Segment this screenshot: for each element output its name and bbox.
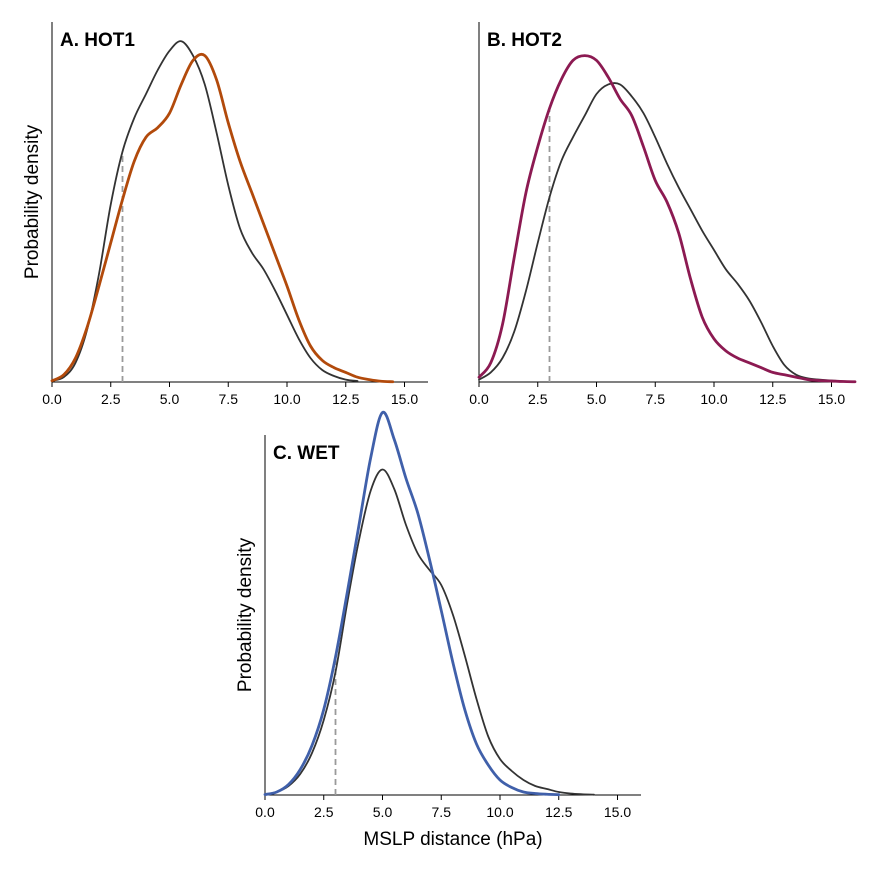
event-density-curve [50, 52, 395, 384]
x-tick-label: 5.0 [587, 391, 607, 407]
panel-hot2: 0.0 2.5 5.0 7.5 10.0 12.5 15.0 B. HOT2 [469, 22, 857, 407]
x-tick-label: 10.0 [486, 804, 513, 820]
x-tick-label: 15.0 [391, 391, 418, 407]
x-axis-title: MSLP distance (hPa) [363, 829, 542, 850]
x-tick-label: 15.0 [604, 804, 631, 820]
event-density-curve [477, 54, 857, 384]
x-tick-label: 0.0 [255, 804, 275, 820]
event-density-curve [263, 410, 561, 797]
x-tick-label: 2.5 [314, 804, 334, 820]
y-axis-title: Probability density [22, 124, 43, 279]
x-tick-label: 0.0 [42, 391, 62, 407]
reference-density-curve [51, 40, 359, 382]
x-tick-label: 2.5 [101, 391, 121, 407]
x-tick-label: 15.0 [818, 391, 845, 407]
x-tick-label: 2.5 [528, 391, 548, 407]
x-tick-label: 5.0 [160, 391, 180, 407]
panel-hot1: 0.0 2.5 5.0 7.5 10.0 12.5 15.0 A. HOT1 Probabili… [22, 22, 428, 407]
reference-density-curve [264, 468, 595, 796]
panel-wet: 0.0 2.5 5.0 7.5 10.0 12.5 15.0 C. WET Probabilit… [235, 410, 641, 850]
reference-density-curve [478, 82, 856, 383]
x-tick-label: 7.5 [646, 391, 666, 407]
panel-title-hot1: A. HOT1 [60, 30, 135, 51]
x-tick-label: 12.5 [332, 391, 359, 407]
y-axis-title: Probability density [235, 537, 256, 692]
x-tick-label: 10.0 [700, 391, 727, 407]
x-tick-label: 12.5 [759, 391, 786, 407]
panel-title-wet: C. WET [273, 443, 340, 464]
panel-title-hot2: B. HOT2 [487, 30, 562, 51]
x-tick-label: 7.5 [219, 391, 239, 407]
x-tick-label: 10.0 [273, 391, 300, 407]
x-tick-label: 7.5 [432, 804, 452, 820]
x-tick-label: 5.0 [373, 804, 393, 820]
x-tick-label: 12.5 [545, 804, 572, 820]
x-tick-label: 0.0 [469, 391, 489, 407]
